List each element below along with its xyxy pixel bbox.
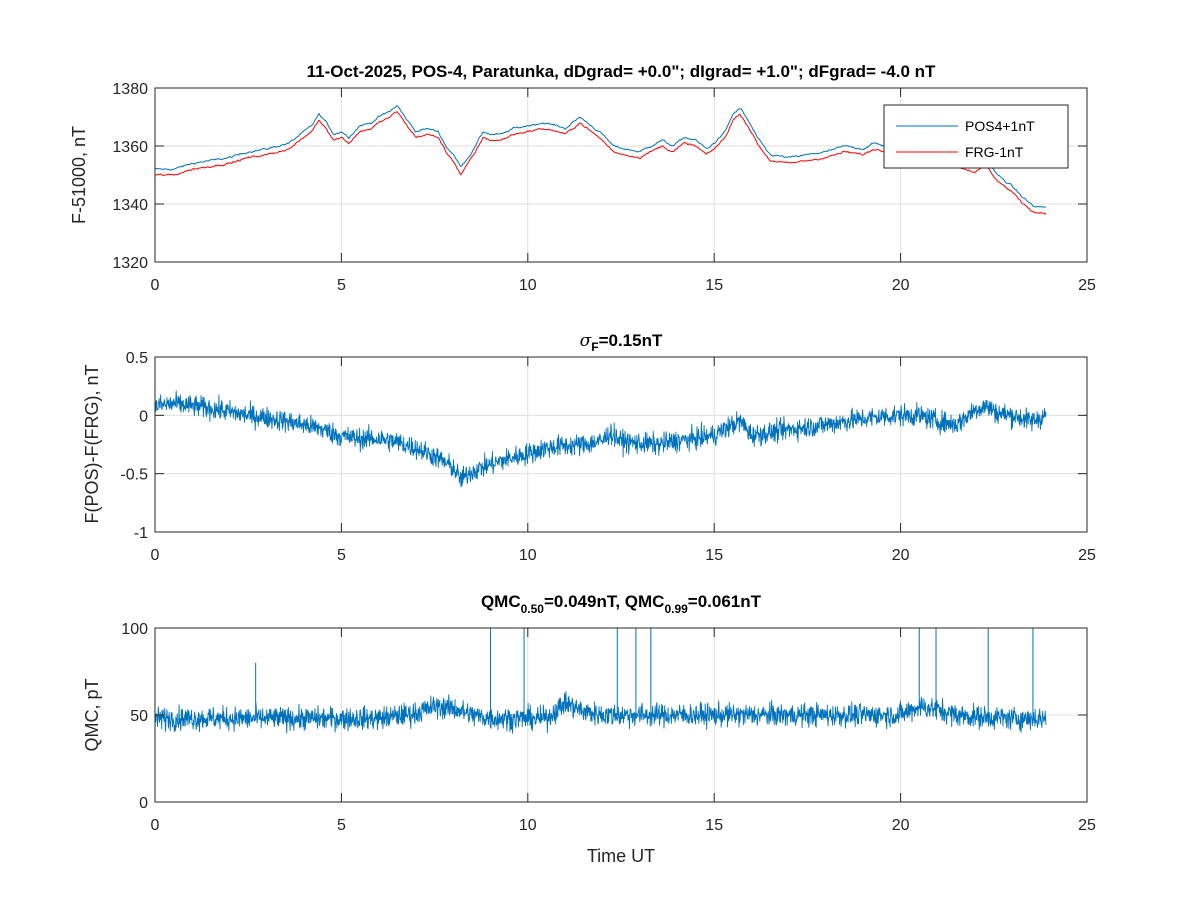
y-tick-label: 0.5 [126,350,148,367]
axes-total-field: 0 5 10 15 20 25 1320 1340 1360 1380 11-Oct-2025, … [69,62,1096,294]
x-tick-label: 15 [705,277,723,294]
legend-box [883,104,1069,169]
axes-1-box [154,87,1088,263]
series-line-qmc [154,691,1047,734]
axes-3-title-p1: 0.50 [521,602,545,616]
y-tick-label: 50 [130,708,148,725]
x-tick-label: 0 [151,817,160,834]
axes-3-title: QMC0.50=0.049nT, QMC0.99=0.061nT [481,592,762,616]
x-tick-label: 5 [337,277,346,294]
axes-difference: 0 5 10 15 20 25 0.5 0 -0.5 -1 σF=0.15nT F(POS)-F(… [82,331,1096,564]
legend-label-frg: FRG-1nT [965,144,1024,160]
axes-3-ticks: 0 5 10 15 20 25 0 50 100 [121,621,1096,834]
x-tick-label: 10 [519,547,537,564]
axes-3-title-p2: =0.049nT, QMC [544,592,664,611]
y-tick-label: 100 [121,621,148,638]
x-tick-label: 15 [705,547,723,564]
y-tick-label: -1 [134,525,148,542]
axes-2-data [154,390,1047,488]
axes-3-data [154,628,1047,734]
x-tick-label: 25 [1078,547,1096,564]
axes-3-title-p0: QMC [481,592,521,611]
axes-2-title-sub: F [591,340,598,354]
x-tick-label: 0 [151,547,160,564]
x-tick-label: 5 [337,817,346,834]
axes-2-background [155,357,1087,532]
x-tick-label: 10 [519,817,537,834]
axes-2-ticks: 0 5 10 15 20 25 0.5 0 -0.5 -1 [120,350,1096,564]
legend: POS4+1nT FRG-1nT [883,104,1069,169]
x-tick-label: 15 [705,817,723,834]
axes-2-title-sigma: σ [580,331,592,351]
x-tick-label: 25 [1078,277,1096,294]
x-tick-label: 0 [151,277,160,294]
axes-2-title: σF=0.15nT [580,331,663,354]
y-tick-label: 1320 [112,255,148,272]
axes-1-ylabel: F-51000, nT [69,126,89,224]
y-tick-label: 0 [139,408,148,425]
axes-3-ylabel: QMC, pT [82,678,102,751]
x-tick-label: 10 [519,277,537,294]
y-tick-label: -0.5 [120,467,148,484]
axes-2-title-rest: =0.15nT [599,331,663,350]
x-tick-label: 20 [892,277,910,294]
x-tick-label: 25 [1078,817,1096,834]
y-tick-label: 1340 [112,197,148,214]
legend-label-pos4: POS4+1nT [965,118,1035,134]
y-tick-label: 0 [139,795,148,812]
y-tick-label: 1360 [112,139,148,156]
axes-3-xlabel: Time UT [587,846,655,866]
axes-2-box [154,356,1088,533]
series-line-f-pos-f-frg- [154,390,1047,488]
axes-1-ticks: 0 5 10 15 20 25 1320 1340 1360 1380 [112,81,1096,294]
y-tick-label: 1380 [112,81,148,98]
axes-3-title-p4: =0.061nT [688,592,762,611]
x-tick-label: 20 [892,817,910,834]
axes-2-ylabel: F(POS)-F(FRG), nT [82,365,102,524]
axes-1-title: 11-Oct-2025, POS-4, Paratunka, dDgrad= +… [307,62,936,81]
axes-3-title-p3: 0.99 [664,602,688,616]
x-tick-label: 20 [892,547,910,564]
axes-qmc: 0 5 10 15 20 25 0 50 100 QMC0.50=0.049nT, QMC0.9… [82,592,1096,866]
x-tick-label: 5 [337,547,346,564]
